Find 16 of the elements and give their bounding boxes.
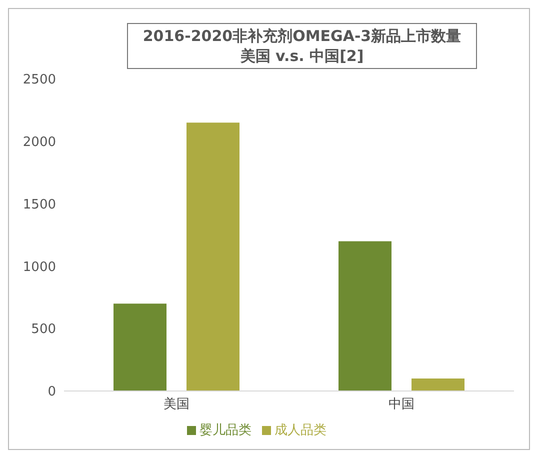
bar — [338, 241, 392, 391]
x-tick-label: 美国 — [164, 396, 190, 412]
bar — [186, 122, 240, 391]
y-tick-label: 500 — [31, 322, 56, 338]
chart-title: 2016-2020非补充剂OMEGA-3新品上市数量 — [142, 26, 462, 46]
y-tick-label: 2000 — [22, 135, 56, 150]
y-tick-label: 0 — [48, 384, 56, 400]
y-tick-label: 1500 — [22, 197, 56, 212]
chart-subtitle: 美国 v.s. 中国[2] — [239, 46, 365, 66]
x-tick-label: 中国 — [388, 397, 414, 412]
bar — [114, 304, 166, 391]
y-tick-label: 2500 — [22, 72, 56, 88]
legend-label: 成人品类 — [274, 423, 326, 438]
bar — [412, 378, 464, 391]
legend-label: 婴儿品类 — [200, 423, 252, 438]
y-tick-label: 1000 — [22, 260, 56, 275]
